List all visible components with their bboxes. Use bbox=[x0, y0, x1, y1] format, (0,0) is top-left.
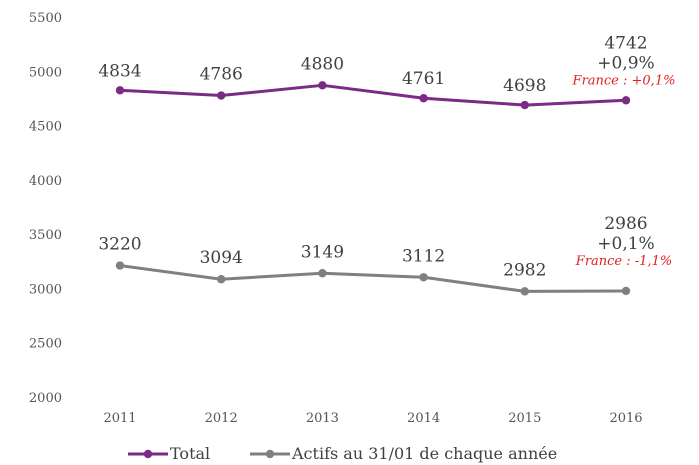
france-note: France : -1,1% bbox=[575, 254, 672, 269]
x-tick-label: 2016 bbox=[609, 411, 642, 426]
series-point bbox=[318, 269, 327, 278]
data-label: 4834 bbox=[98, 61, 141, 81]
y-tick-label: 3000 bbox=[29, 282, 62, 297]
data-label: 4742 bbox=[604, 33, 647, 53]
x-tick-label: 2014 bbox=[407, 411, 440, 426]
y-axis: 2000 2500 3000 3500 4000 4500 5000 5500 bbox=[29, 11, 62, 406]
series-point bbox=[419, 273, 428, 282]
data-label: 3149 bbox=[301, 242, 344, 262]
x-tick-label: 2011 bbox=[103, 411, 136, 426]
data-label: 3220 bbox=[98, 235, 141, 255]
series-point bbox=[217, 91, 226, 100]
y-tick-label: 2500 bbox=[29, 337, 62, 352]
data-label: 4698 bbox=[503, 76, 546, 96]
series-1 bbox=[115, 261, 631, 296]
data-label: 4786 bbox=[200, 65, 243, 85]
series-0 bbox=[115, 81, 631, 110]
legend-marker bbox=[143, 449, 153, 459]
data-label: 4880 bbox=[301, 54, 344, 74]
series-point bbox=[217, 275, 226, 284]
data-labels: 4834 4786 4880 4761 4698 4742+0,9%France : +0… bbox=[98, 33, 675, 280]
france-note: France : +0,1% bbox=[572, 73, 676, 88]
data-label: 2986 bbox=[604, 214, 647, 234]
legend-item: Actifs au 31/01 de chaque année bbox=[250, 444, 557, 463]
series-point bbox=[520, 287, 529, 296]
data-label: 3112 bbox=[402, 246, 445, 266]
x-tick-label: 2015 bbox=[508, 411, 541, 426]
series-line bbox=[119, 264, 627, 293]
change-label: +0,1% bbox=[597, 234, 654, 254]
series-point bbox=[621, 286, 631, 296]
legend-label: Total bbox=[170, 444, 210, 463]
series-point bbox=[419, 94, 428, 103]
legend: Total Actifs au 31/01 de chaque année bbox=[128, 444, 557, 463]
legend-label: Actifs au 31/01 de chaque année bbox=[291, 444, 557, 463]
series-layer bbox=[115, 81, 631, 296]
y-tick-label: 4500 bbox=[29, 120, 62, 135]
series-point bbox=[621, 96, 631, 105]
series-point bbox=[318, 81, 327, 90]
y-tick-label: 4000 bbox=[29, 174, 62, 189]
series-point bbox=[520, 100, 529, 110]
change-label: +0,9% bbox=[597, 53, 654, 73]
series-point bbox=[115, 86, 125, 95]
x-tick-label: 2012 bbox=[205, 411, 238, 426]
y-tick-label: 5000 bbox=[29, 65, 62, 80]
data-label: 4761 bbox=[402, 69, 445, 89]
legend-marker bbox=[265, 449, 275, 459]
data-label: 2982 bbox=[503, 260, 546, 280]
y-tick-label: 5500 bbox=[29, 11, 62, 26]
data-label: 3094 bbox=[200, 248, 243, 268]
y-tick-label: 3500 bbox=[29, 228, 62, 243]
x-axis: 2011 2012 2013 2014 2015 2016 bbox=[103, 411, 642, 426]
y-tick-label: 2000 bbox=[29, 391, 62, 406]
series-point bbox=[115, 261, 125, 270]
series-line bbox=[119, 83, 627, 107]
legend-item: Total bbox=[128, 444, 210, 463]
x-tick-label: 2013 bbox=[306, 411, 339, 426]
